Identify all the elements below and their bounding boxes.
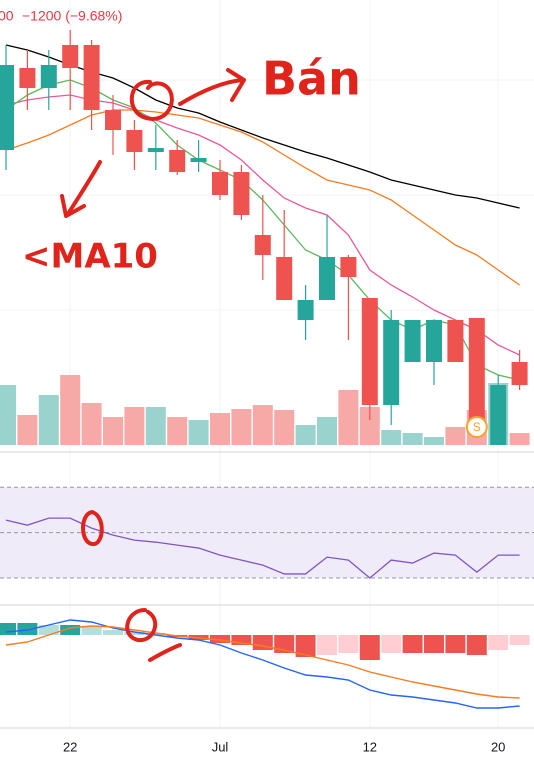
volume-bar xyxy=(317,417,337,445)
signal-marker xyxy=(465,416,488,438)
candle-body xyxy=(83,45,100,110)
histogram-bar xyxy=(60,625,81,635)
volume-bar xyxy=(167,417,188,445)
histogram-bar xyxy=(295,635,316,657)
volume-bar xyxy=(295,425,316,445)
histogram-bar xyxy=(81,627,102,635)
volume-bar xyxy=(402,433,423,445)
candle-body xyxy=(169,150,186,172)
grid xyxy=(0,0,534,727)
histogram-bar xyxy=(466,635,487,655)
histogram-bar xyxy=(103,630,123,635)
histogram-bar xyxy=(359,635,380,660)
histogram-bar xyxy=(509,635,530,645)
volume-bar xyxy=(103,417,123,445)
candle-body xyxy=(40,65,57,88)
x-tick-label: 20 xyxy=(491,739,505,754)
candle-body xyxy=(404,320,421,362)
candle-body xyxy=(447,320,464,362)
x-tick-label: 22 xyxy=(63,739,77,754)
signal-label: S xyxy=(473,420,481,434)
volume-bar xyxy=(17,415,38,445)
price-change: −1200 (−9.68%) xyxy=(22,8,122,24)
macd-line xyxy=(5,625,520,699)
candle-body xyxy=(319,257,335,300)
candle-body xyxy=(383,320,400,405)
rsi-line xyxy=(5,517,520,579)
candle-body xyxy=(233,172,250,215)
annotations xyxy=(60,68,246,662)
candle-body xyxy=(276,257,293,300)
volume-bar xyxy=(188,420,209,445)
plot: S 22 Jul 12 20 xyxy=(0,30,534,754)
histogram-bar xyxy=(231,635,252,645)
volume-bar xyxy=(424,437,444,445)
histogram-bar xyxy=(145,633,166,635)
candle-body xyxy=(212,172,228,195)
volume-bar xyxy=(38,395,59,445)
volume-bar xyxy=(338,390,359,445)
histogram-bar xyxy=(338,635,359,653)
candle-body xyxy=(490,385,507,445)
histogram-bar xyxy=(381,635,402,653)
volume-bar xyxy=(359,407,380,445)
candle-body xyxy=(426,320,442,362)
volume-bar xyxy=(124,407,145,445)
volume-bar xyxy=(0,385,16,445)
histogram-bar xyxy=(38,625,59,635)
macd-line xyxy=(5,619,520,709)
candle-body xyxy=(468,318,485,420)
candle-body xyxy=(0,65,14,150)
candle-body xyxy=(511,362,528,385)
volume-bar xyxy=(274,410,295,445)
price-fragment: 00 xyxy=(0,8,14,24)
histogram-bar xyxy=(0,623,16,635)
candle-body xyxy=(254,235,271,255)
histogram-bar xyxy=(402,635,423,653)
hand-arrow xyxy=(60,160,102,218)
x-tick-label: Jul xyxy=(212,739,229,754)
hand-text: <MA10 xyxy=(22,237,158,277)
hand-text: Bán xyxy=(262,52,361,106)
candle-body xyxy=(190,158,207,162)
volume-bar xyxy=(210,413,230,445)
histogram-bar xyxy=(488,635,509,650)
volume-bar xyxy=(509,433,530,445)
volume-bar xyxy=(145,407,166,445)
histogram-bar xyxy=(424,635,444,653)
histogram-bar xyxy=(124,632,145,635)
histogram-bar xyxy=(210,635,230,643)
volume-bar xyxy=(231,409,252,445)
volume-bar xyxy=(445,427,466,445)
candle-body xyxy=(19,68,36,88)
histogram-bar xyxy=(445,635,466,653)
candle-body xyxy=(105,110,121,130)
candle-body xyxy=(361,298,378,405)
volume-bar xyxy=(252,405,273,445)
histogram-bar xyxy=(317,635,337,655)
x-tick-label: 12 xyxy=(363,739,377,754)
hand-circle xyxy=(125,608,182,662)
hand-circle xyxy=(129,80,174,121)
hand-arrow xyxy=(178,68,246,106)
volume-bar xyxy=(81,403,102,445)
hand-circle xyxy=(81,510,104,546)
volume-bar xyxy=(381,430,402,445)
volume-bar xyxy=(60,375,81,445)
candle-body xyxy=(62,45,79,68)
candle-body xyxy=(340,257,357,277)
histogram-bar xyxy=(17,623,38,635)
candle-body xyxy=(147,148,164,152)
candle-body xyxy=(297,300,314,320)
candle-body xyxy=(126,130,143,152)
